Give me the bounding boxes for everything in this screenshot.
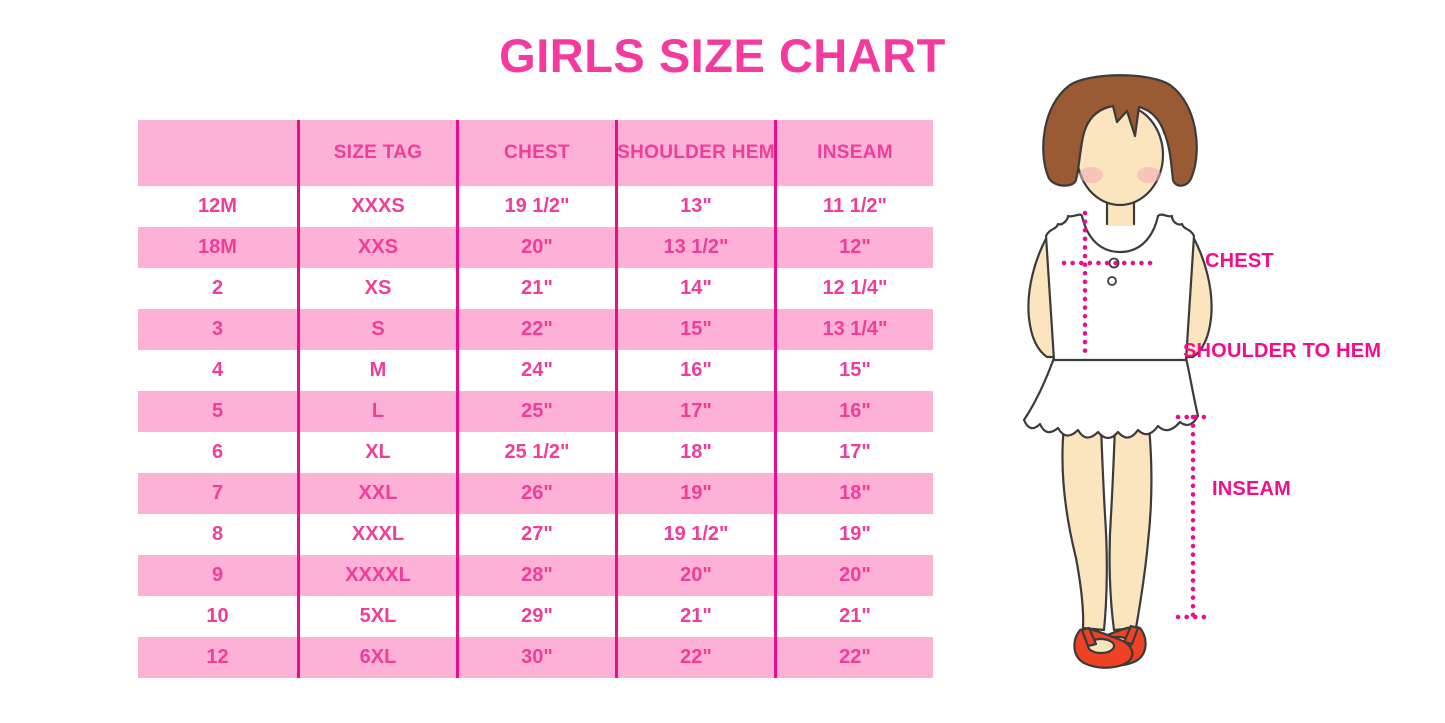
cell-chest: 30" xyxy=(456,637,615,678)
table-row: 12M XXXS 19 1/2" 13" 11 1/2" xyxy=(138,186,933,227)
cell-size-tag: XL xyxy=(297,432,456,473)
girl-figure-illustration xyxy=(1022,74,1213,669)
cell-shoulder-hem: 13" xyxy=(615,186,774,227)
cell-inseam: 11 1/2" xyxy=(774,186,933,227)
table-row: 10 5XL 29" 21" 21" xyxy=(138,596,933,637)
cell-size: 6 xyxy=(211,441,224,463)
cell-chest: 29" xyxy=(456,596,615,637)
cell-size-tag: XS xyxy=(297,268,456,309)
table-row: 6 XL 25 1/2" 18" 17" xyxy=(138,432,933,473)
cell-shoulder-hem: 14" xyxy=(615,268,774,309)
table-row: 18M XXS 20" 13 1/2" 12" xyxy=(138,227,933,268)
cell-size: 8 xyxy=(211,523,224,545)
cell-inseam: 17" xyxy=(774,432,933,473)
size-chart-table: SIZE TAG CHEST SHOULDER HEM INSEAM 12M X… xyxy=(138,120,933,678)
measurement-guides xyxy=(1061,210,1212,620)
table-header-row: SIZE TAG CHEST SHOULDER HEM INSEAM xyxy=(138,120,933,186)
cell-shoulder-hem: 22" xyxy=(615,637,774,678)
cell-inseam: 13 1/4" xyxy=(774,309,933,350)
cell-size-tag: XXL xyxy=(297,473,456,514)
blush-left xyxy=(1079,167,1103,183)
header-cell-blank xyxy=(138,120,297,186)
chest-measure-label: CHEST xyxy=(1205,250,1274,272)
cell-chest: 25" xyxy=(456,391,615,432)
header-cell-size-tag: SIZE TAG xyxy=(297,120,456,186)
cell-size: 5 xyxy=(211,400,224,422)
cell-size: 4 xyxy=(211,359,224,381)
cell-shoulder-hem: 18" xyxy=(615,432,774,473)
cell-size: 2 xyxy=(211,277,224,299)
cell-chest: 24" xyxy=(456,350,615,391)
header-cell-chest: CHEST xyxy=(456,120,615,186)
table-row: 5 L 25" 17" 16" xyxy=(138,391,933,432)
cell-shoulder-hem: 13 1/2" xyxy=(615,227,774,268)
cell-inseam: 16" xyxy=(774,391,933,432)
page-title: GIRLS SIZE CHART xyxy=(499,29,946,82)
inseam-measure-label: INSEAM xyxy=(1212,478,1291,500)
cell-size-tag: L xyxy=(297,391,456,432)
cell-inseam: 18" xyxy=(774,473,933,514)
cell-shoulder-hem: 21" xyxy=(615,596,774,637)
cell-inseam: 12 1/4" xyxy=(774,268,933,309)
cell-inseam: 22" xyxy=(774,637,933,678)
cell-size-tag: S xyxy=(297,309,456,350)
skirt xyxy=(1022,356,1200,440)
table-row: 9 XXXXL 28" 20" 20" xyxy=(138,555,933,596)
table-row: 7 XXL 26" 19" 18" xyxy=(138,473,933,514)
cell-shoulder-hem: 19 1/2" xyxy=(615,514,774,555)
cell-chest: 21" xyxy=(456,268,615,309)
cell-size-tag: M xyxy=(297,350,456,391)
cell-size: 18M xyxy=(198,236,237,258)
cell-shoulder-hem: 19" xyxy=(615,473,774,514)
cell-shoulder-hem: 20" xyxy=(615,555,774,596)
cell-size-tag: XXXL xyxy=(297,514,456,555)
cell-size-tag: XXS xyxy=(297,227,456,268)
cell-size: 3 xyxy=(211,318,224,340)
top xyxy=(1044,213,1196,362)
shoulder-to-hem-measure-label: SHOULDER TO HEM xyxy=(1183,340,1382,362)
cell-shoulder-hem: 15" xyxy=(615,309,774,350)
hair xyxy=(1042,74,1198,187)
shoes xyxy=(1073,624,1147,669)
cell-chest: 28" xyxy=(456,555,615,596)
table-row: 2 XS 21" 14" 12 1/4" xyxy=(138,268,933,309)
cell-inseam: 21" xyxy=(774,596,933,637)
cell-size: 10 xyxy=(206,605,229,627)
cell-size: 7 xyxy=(211,482,224,504)
cell-inseam: 12" xyxy=(774,227,933,268)
cell-size: 9 xyxy=(211,564,224,586)
cell-size-tag: XXXS xyxy=(297,186,456,227)
table-row: 4 M 24" 16" 15" xyxy=(138,350,933,391)
legs xyxy=(1061,424,1153,632)
cell-size: 12 xyxy=(206,646,229,668)
cell-size-tag: XXXXL xyxy=(297,555,456,596)
cell-inseam: 20" xyxy=(774,555,933,596)
cell-size: 12M xyxy=(198,195,237,217)
table-row: 8 XXXL 27" 19 1/2" 19" xyxy=(138,514,933,555)
cell-size-tag: 6XL xyxy=(297,637,456,678)
cell-chest: 26" xyxy=(456,473,615,514)
cell-chest: 20" xyxy=(456,227,615,268)
header-cell-inseam: INSEAM xyxy=(774,120,933,186)
cell-chest: 22" xyxy=(456,309,615,350)
table-row: 3 S 22" 15" 13 1/4" xyxy=(138,309,933,350)
cell-shoulder-hem: 16" xyxy=(615,350,774,391)
table-row: 12 6XL 30" 22" 22" xyxy=(138,637,933,678)
blush-right xyxy=(1137,167,1161,183)
cell-inseam: 15" xyxy=(774,350,933,391)
cell-shoulder-hem: 17" xyxy=(615,391,774,432)
cell-chest: 19 1/2" xyxy=(456,186,615,227)
cell-size-tag: 5XL xyxy=(297,596,456,637)
face xyxy=(1075,103,1165,207)
cell-chest: 25 1/2" xyxy=(456,432,615,473)
cell-chest: 27" xyxy=(456,514,615,555)
header-cell-shoulder-hem: SHOULDER HEM xyxy=(615,120,775,186)
cell-inseam: 19" xyxy=(774,514,933,555)
